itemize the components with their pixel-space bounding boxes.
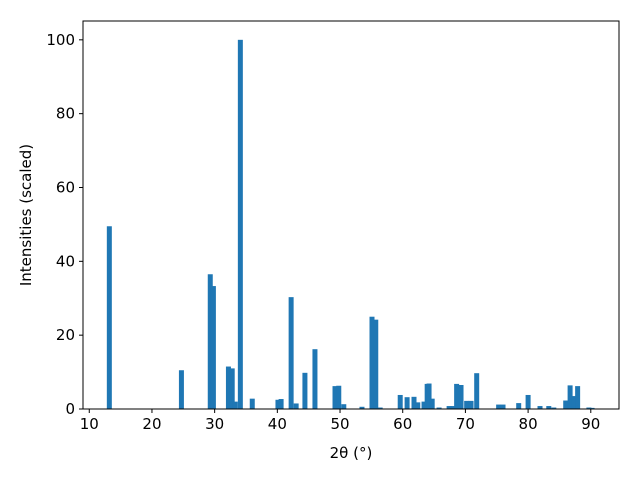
x-tick-label: 10: [80, 415, 99, 433]
bar: [397, 394, 403, 409]
bar: [525, 394, 531, 409]
bar: [454, 383, 460, 409]
y-tick-label: 60: [56, 178, 75, 196]
y-tick-label: 100: [46, 31, 75, 49]
bar: [411, 396, 417, 409]
bar: [207, 274, 213, 409]
x-tick-label: 40: [268, 415, 287, 433]
x-tick-label: 50: [330, 415, 349, 433]
bar: [373, 319, 379, 409]
bar: [312, 349, 318, 409]
bar: [178, 370, 184, 409]
x-tick-label: 30: [205, 415, 224, 433]
x-tick-label: 60: [393, 415, 412, 433]
bar: [302, 372, 308, 409]
bar: [426, 383, 432, 409]
bar: [551, 407, 557, 409]
bar: [458, 385, 464, 409]
bar: [332, 386, 338, 409]
bar: [474, 373, 480, 409]
bar: [567, 385, 573, 409]
y-tick-label: 20: [56, 326, 75, 344]
bar: [237, 39, 243, 409]
bar: [575, 386, 581, 409]
x-tick-label: 70: [456, 415, 475, 433]
bar: [293, 403, 299, 409]
bar: [450, 406, 456, 409]
bar: [516, 403, 522, 409]
y-tick-label: 0: [65, 400, 75, 418]
y-axis-label: Intensities (scaled): [17, 144, 35, 286]
bar: [359, 406, 365, 409]
bar: [589, 407, 595, 409]
x-tick-label: 20: [142, 415, 161, 433]
bar: [496, 404, 502, 409]
bar: [571, 396, 577, 409]
x-axis-label: 2θ (°): [330, 444, 373, 462]
bar: [446, 406, 452, 409]
plot-frame: [82, 20, 620, 410]
bar: [336, 385, 342, 409]
bar: [249, 398, 255, 409]
bar: [464, 400, 470, 409]
bar: [369, 316, 375, 409]
bar: [436, 407, 442, 409]
bar: [421, 401, 427, 409]
bar: [537, 406, 543, 409]
bar: [546, 406, 552, 409]
bar: [563, 400, 569, 409]
bar: [377, 407, 383, 409]
bar: [404, 397, 410, 409]
bar: [232, 401, 238, 409]
bar: [225, 366, 231, 409]
bar: [429, 398, 435, 409]
bar: [500, 404, 506, 409]
bar: [341, 404, 347, 409]
bar: [275, 399, 281, 409]
bar: [288, 297, 294, 409]
bar: [278, 399, 284, 409]
bar: [229, 368, 235, 409]
bar: [586, 407, 592, 409]
bar: [415, 402, 421, 409]
x-tick-label: 80: [519, 415, 538, 433]
bar: [106, 226, 112, 409]
y-tick-label: 40: [56, 252, 75, 270]
y-tick-label: 80: [56, 105, 75, 123]
bar: [468, 400, 474, 409]
bar: [210, 286, 216, 409]
x-tick-label: 90: [581, 415, 600, 433]
